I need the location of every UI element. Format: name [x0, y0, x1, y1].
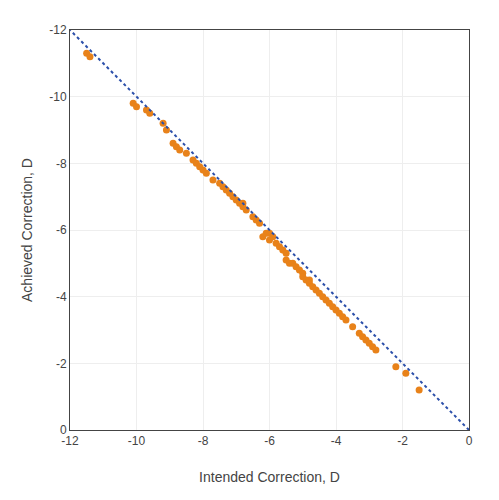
svg-text:-6: -6: [264, 434, 275, 448]
svg-text:-4: -4: [56, 290, 67, 304]
svg-text:-12: -12: [49, 23, 67, 37]
svg-text:0: 0: [466, 434, 473, 448]
svg-text:-10: -10: [49, 90, 67, 104]
svg-text:-2: -2: [397, 434, 408, 448]
svg-text:-6: -6: [56, 223, 67, 237]
svg-text:-10: -10: [128, 434, 146, 448]
svg-text:0: 0: [60, 423, 67, 437]
svg-text:Achieved Correction, D: Achieved Correction, D: [19, 158, 35, 302]
svg-text:-12: -12: [61, 434, 79, 448]
svg-text:-8: -8: [198, 434, 209, 448]
svg-text:-4: -4: [331, 434, 342, 448]
svg-text:-8: -8: [56, 157, 67, 171]
svg-text:Intended Correction, D: Intended Correction, D: [199, 469, 340, 485]
svg-text:-2: -2: [56, 357, 67, 371]
